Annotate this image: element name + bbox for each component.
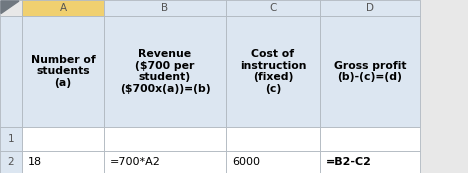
Bar <box>104 151 226 173</box>
Text: Cost of
instruction
(fixed)
(c): Cost of instruction (fixed) (c) <box>240 49 306 94</box>
Text: Gross profit
(b)-(c)=(d): Gross profit (b)-(c)=(d) <box>334 61 406 82</box>
Text: B: B <box>161 3 168 13</box>
Bar <box>226 0 320 16</box>
Bar <box>226 151 320 173</box>
Bar <box>104 0 226 16</box>
Bar <box>22 126 104 151</box>
Bar <box>22 151 104 173</box>
Text: =B2-C2: =B2-C2 <box>326 157 372 167</box>
Bar <box>320 16 420 126</box>
Text: 18: 18 <box>28 157 42 167</box>
Bar <box>104 16 226 126</box>
Bar <box>22 16 104 126</box>
Text: A: A <box>59 3 66 13</box>
Text: 6000: 6000 <box>232 157 260 167</box>
Bar <box>22 0 104 16</box>
Text: 2: 2 <box>7 157 15 167</box>
Text: D: D <box>366 3 374 13</box>
Bar <box>320 126 420 151</box>
Bar <box>0 126 22 151</box>
Bar <box>226 16 320 126</box>
Text: 1: 1 <box>7 134 15 143</box>
Bar <box>0 0 22 16</box>
Bar <box>104 126 226 151</box>
Text: =700*A2: =700*A2 <box>110 157 161 167</box>
Bar <box>0 151 22 173</box>
Bar <box>0 16 22 126</box>
Text: Number of
students
(a): Number of students (a) <box>30 55 95 88</box>
Bar <box>320 0 420 16</box>
Polygon shape <box>1 1 19 13</box>
Text: C: C <box>269 3 277 13</box>
Bar <box>320 151 420 173</box>
Bar <box>226 126 320 151</box>
Text: Revenue
($700 per
student)
($700x(a))=(b): Revenue ($700 per student) ($700x(a))=(b… <box>120 49 210 94</box>
